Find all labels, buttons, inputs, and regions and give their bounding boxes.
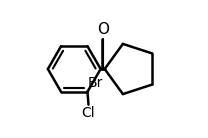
Text: O: O: [97, 22, 109, 37]
Text: Cl: Cl: [82, 106, 95, 120]
Text: Br: Br: [88, 76, 103, 90]
